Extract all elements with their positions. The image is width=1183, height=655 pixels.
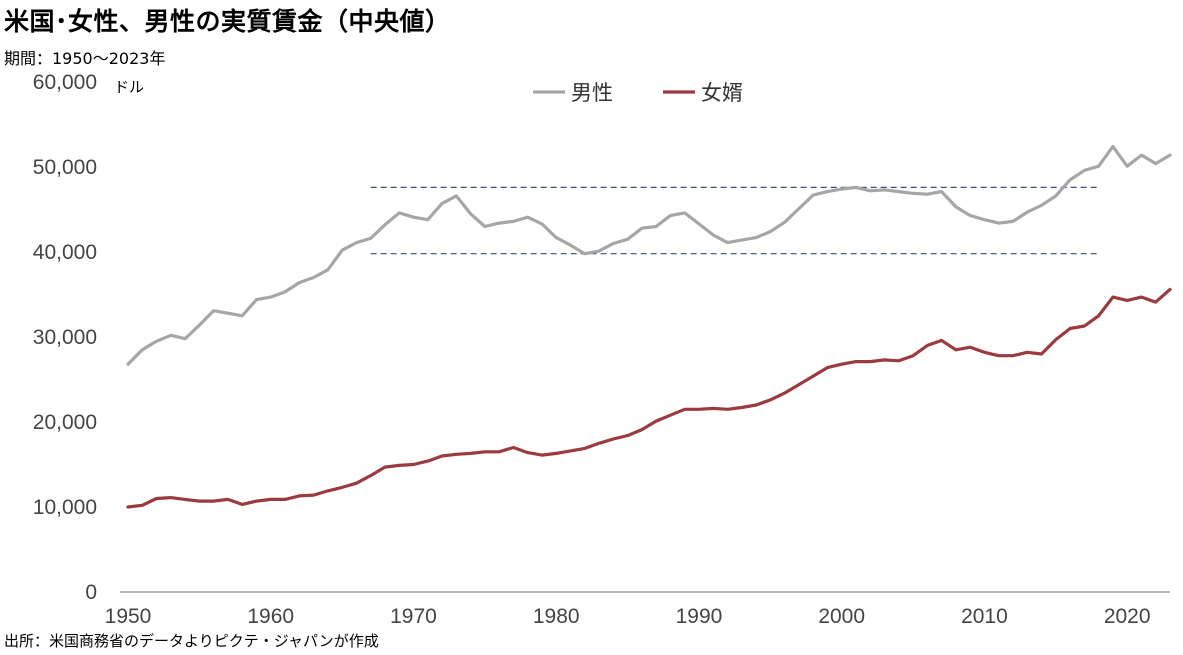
y-tick-label: 60,000 (33, 71, 97, 94)
chart-subtitle: 期間：1950～2023年 (4, 49, 166, 68)
y-axis-unit: ドル (114, 78, 144, 96)
legend-label: 女婿 (701, 81, 743, 105)
y-tick-label: 30,000 (33, 326, 97, 349)
x-tick-label: 1970 (390, 605, 437, 628)
series-lines (126, 145, 1172, 509)
series-line-men (126, 145, 1172, 366)
y-axis-ticks: 0 10,000 20,000 30,000 40,000 50,000 60,000 (33, 71, 97, 604)
x-tick-label: 1950 (105, 605, 152, 628)
legend-label: 男性 (571, 81, 613, 105)
y-tick-label: 50,000 (33, 156, 97, 179)
x-axis-ticks: 1950 1960 1970 1980 1990 2000 2010 2020 (105, 605, 1151, 628)
x-tick-label: 2000 (818, 605, 865, 628)
x-tick-label: 1980 (533, 605, 580, 628)
legend: 男性 女婿 (533, 81, 743, 105)
x-tick-label: 2010 (961, 605, 1008, 628)
chart-title: 米国･女性、男性の実質賃金（中央値） (4, 7, 451, 36)
y-tick-label: 40,000 (33, 241, 97, 264)
source-note: 出所：米国商務省のデータよりピクテ・ジャパンが作成 (4, 632, 379, 650)
reference-lines (370, 186, 1099, 255)
x-tick-label: 2020 (1104, 605, 1151, 628)
y-tick-label: 10,000 (33, 496, 97, 519)
x-tick-label: 1960 (247, 605, 294, 628)
y-tick-label: 0 (85, 581, 97, 604)
x-tick-label: 1990 (676, 605, 723, 628)
y-tick-label: 20,000 (33, 411, 97, 434)
series-line-women (126, 287, 1172, 509)
